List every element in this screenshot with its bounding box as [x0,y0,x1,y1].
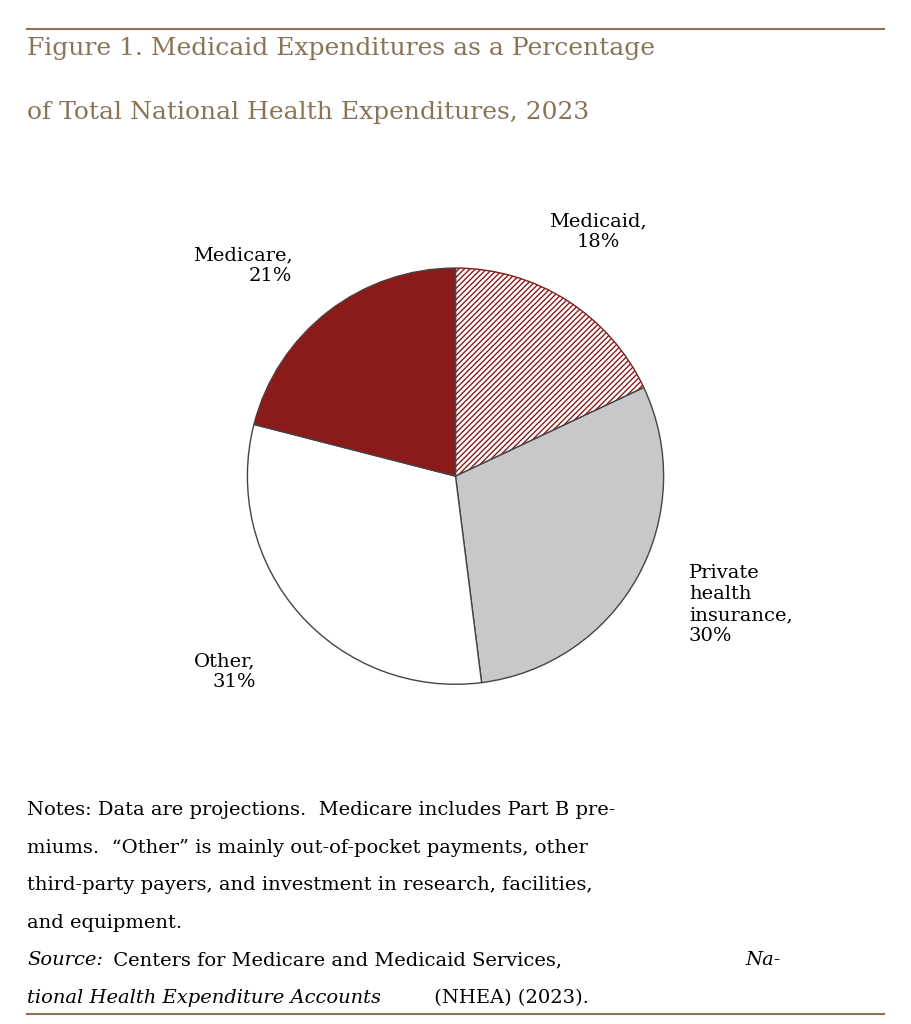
Text: Na-: Na- [745,951,781,970]
Text: Notes: Data are projections.  Medicare includes Part B pre-: Notes: Data are projections. Medicare in… [27,801,616,819]
Wedge shape [248,424,482,684]
Text: of Total National Health Expenditures, 2023: of Total National Health Expenditures, 2… [27,101,589,124]
Text: tional Health Expenditure Accounts: tional Health Expenditure Accounts [27,989,382,1007]
Text: Medicare,
21%: Medicare, 21% [192,247,292,285]
Text: Figure 1. Medicaid Expenditures as a Percentage: Figure 1. Medicaid Expenditures as a Per… [27,37,655,60]
Text: Private
health
insurance,
30%: Private health insurance, 30% [689,564,793,645]
Wedge shape [456,268,644,476]
Text: and equipment.: and equipment. [27,913,182,932]
Text: Medicaid,
18%: Medicaid, 18% [549,212,647,251]
Text: Other,
31%: Other, 31% [194,652,256,691]
Wedge shape [456,387,663,683]
Text: Centers for Medicare and Medicaid Services,: Centers for Medicare and Medicaid Servic… [107,951,568,970]
Text: (NHEA) (2023).: (NHEA) (2023). [428,989,589,1007]
Text: Source:: Source: [27,951,103,970]
Wedge shape [254,268,456,476]
Text: third-party payers, and investment in research, facilities,: third-party payers, and investment in re… [27,877,593,894]
Text: miums.  “Other” is mainly out-of-pocket payments, other: miums. “Other” is mainly out-of-pocket p… [27,839,589,856]
